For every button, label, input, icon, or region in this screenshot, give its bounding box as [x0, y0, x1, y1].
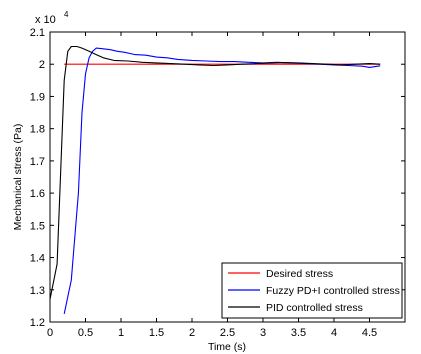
- x-tick-label: 1: [118, 327, 124, 339]
- legend-label-1: Fuzzy PD+I controlled stress: [266, 285, 400, 297]
- y-tick-label: 1.6: [30, 188, 45, 200]
- y-tick-label: 1.2: [30, 317, 45, 329]
- y-tick-label: 1.9: [30, 91, 45, 103]
- y-exponent-power: 4: [64, 10, 69, 19]
- y-tick-label: 2: [39, 59, 45, 71]
- y-tick-label: 1.7: [30, 156, 45, 168]
- legend-label-0: Desired stress: [266, 268, 333, 280]
- y-tick-label: 2.1: [30, 27, 45, 39]
- x-tick-label: 4.5: [362, 327, 377, 339]
- x-axis-title: Time (s): [208, 341, 246, 353]
- legend: Desired stress Fuzzy PD+I controlled stre…: [221, 262, 403, 319]
- x-tick-label: 0.5: [78, 327, 93, 339]
- y-tick-label: 1.8: [30, 124, 45, 136]
- x-tick-label: 2: [189, 327, 195, 339]
- y-tick-label: 1.5: [30, 220, 45, 232]
- x-tick-label: 0: [47, 327, 53, 339]
- x-tick-label: 1.5: [149, 327, 164, 339]
- x-tick-label: 3.5: [291, 327, 306, 339]
- ticks-layer: 0 0.5 1 1.5 2 2.5 3 3.5 4 4.5 1.2 1.3 1.4 1.5 1.6 1.7 1.…: [30, 27, 405, 339]
- y-tick-label: 1.3: [30, 285, 45, 297]
- x-tick-label: 3: [260, 327, 266, 339]
- series-line-2: [49, 45, 381, 300]
- y-axis-title: Mechanical stress (Pa): [12, 124, 24, 231]
- x-tick-label: 2.5: [220, 327, 235, 339]
- series-layer: [49, 45, 381, 315]
- y-exponent-base: x 10: [35, 14, 56, 26]
- y-tick-label: 1.4: [30, 253, 45, 265]
- legend-label-2: PID controlled stress: [266, 302, 363, 314]
- x-tick-label: 4: [331, 327, 337, 339]
